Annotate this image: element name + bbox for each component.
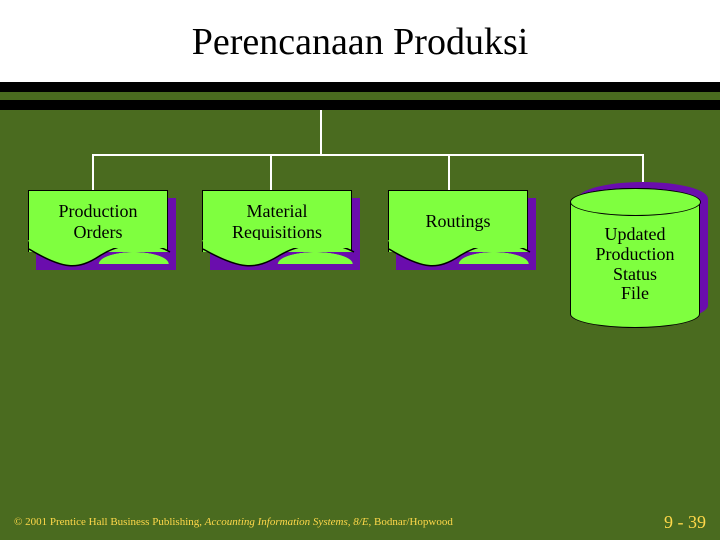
- slide-title: Perencanaan Produksi: [0, 0, 720, 82]
- connector-line: [448, 154, 450, 190]
- footer-copyright-prefix: © 2001 Prentice Hall Business Publishing…: [14, 516, 205, 528]
- document-bottom-wave: [202, 248, 355, 266]
- document-label: Production Orders: [59, 201, 138, 242]
- slide-footer: © 2001 Prentice Hall Business Publishing…: [0, 510, 720, 540]
- footer-left: © 2001 Prentice Hall Business Publishing…: [14, 516, 453, 528]
- cylinder-top-ellipse: [570, 188, 701, 216]
- cylinder-label: Updated Production Status File: [571, 225, 699, 304]
- footer-authors: , Bodnar/Hopwood: [369, 516, 453, 528]
- footer-book-title: Accounting Information Systems, 8/E: [205, 516, 369, 528]
- connector-line: [270, 154, 272, 190]
- diagram-area: Production Orders Material Requisitions …: [0, 110, 720, 470]
- bar-gap: [0, 92, 720, 100]
- document-bottom-wave: [28, 248, 171, 266]
- title-underline-bars: [0, 82, 720, 110]
- connector-line: [92, 154, 94, 190]
- document-node: Routings: [388, 190, 528, 252]
- footer-page-number: 9 - 39: [664, 512, 706, 533]
- document-label: Material Requisitions: [232, 201, 322, 242]
- document-node: Material Requisitions: [202, 190, 352, 252]
- bar-top: [0, 82, 720, 92]
- document-label: Routings: [425, 211, 490, 232]
- bar-bottom: [0, 100, 720, 110]
- document-bottom-wave: [388, 248, 531, 266]
- cylinder-node: Updated Production Status File: [570, 188, 700, 328]
- connector-line: [92, 154, 644, 156]
- connector-line: [320, 110, 322, 154]
- document-node: Production Orders: [28, 190, 168, 252]
